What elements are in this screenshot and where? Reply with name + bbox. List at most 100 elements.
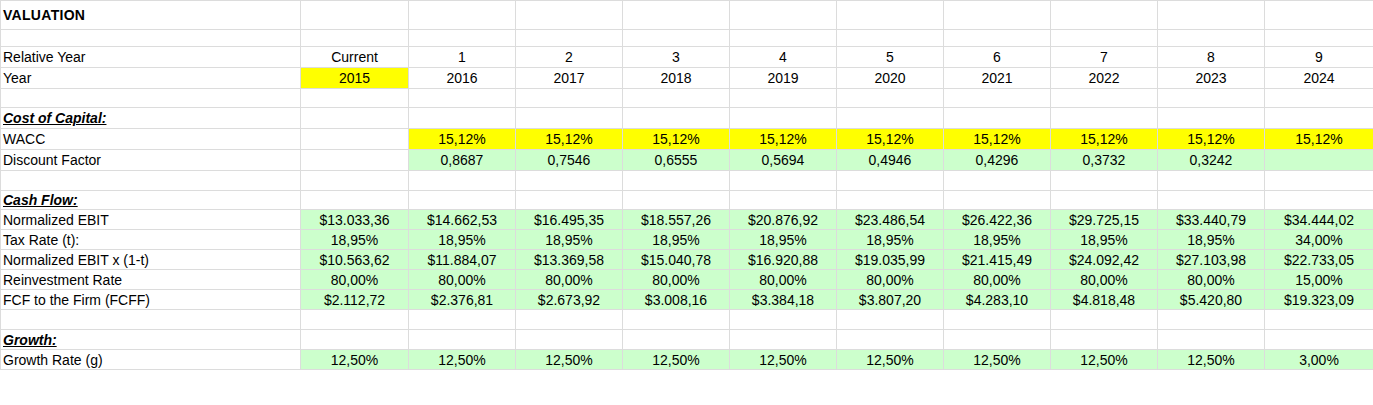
normalized-ebit-after-tax-cell[interactable]: $15.040,78 [623, 250, 730, 270]
normalized-ebit-after-tax-cell[interactable]: $24.092,42 [1051, 250, 1158, 270]
discount-factor-cell[interactable]: 0,6555 [623, 150, 730, 171]
tax-rate-cell[interactable]: 18,95% [623, 230, 730, 250]
row-label-normalized-ebit[interactable]: Normalized EBIT [1, 210, 301, 230]
reinvestment-rate-cell[interactable]: 80,00% [837, 270, 944, 290]
fcff-cell[interactable]: $5.420,80 [1158, 290, 1265, 310]
normalized-ebit-after-tax-cell[interactable]: $22.733,05 [1265, 250, 1373, 270]
reinvestment-rate-cell[interactable]: 80,00% [623, 270, 730, 290]
discount-factor-cell[interactable]: 0,3732 [1051, 150, 1158, 171]
growth-rate-cell[interactable]: 12,50% [409, 350, 516, 370]
tax-rate-cell[interactable]: 18,95% [1051, 230, 1158, 250]
row-label-fcff[interactable]: FCF to the Firm (FCFF) [1, 290, 301, 310]
discount-factor-cell[interactable]: 0,4946 [837, 150, 944, 171]
row-label-relative-year[interactable]: Relative Year [1, 47, 301, 68]
reinvestment-rate-cell[interactable]: 80,00% [516, 270, 623, 290]
fcff-cell[interactable]: $3.008,16 [623, 290, 730, 310]
row-label-tax-rate[interactable]: Tax Rate (t): [1, 230, 301, 250]
growth-rate-cell[interactable]: 12,50% [730, 350, 837, 370]
year-cell[interactable]: 2020 [837, 68, 944, 89]
fcff-cell[interactable]: $4.818,48 [1051, 290, 1158, 310]
row-label-wacc[interactable]: WACC [1, 129, 301, 150]
wacc-cell[interactable]: 15,12% [1158, 129, 1265, 150]
discount-factor-cell[interactable]: 0,4296 [944, 150, 1051, 171]
year-cell[interactable]: 2021 [944, 68, 1051, 89]
wacc-cell[interactable]: 15,12% [623, 129, 730, 150]
row-label-discount-factor[interactable]: Discount Factor [1, 150, 301, 171]
reinvestment-rate-cell[interactable]: 15,00% [1265, 270, 1373, 290]
wacc-cell[interactable]: 15,12% [837, 129, 944, 150]
reinvestment-rate-cell[interactable]: 80,00% [944, 270, 1051, 290]
year-cell[interactable]: 2018 [623, 68, 730, 89]
wacc-cell[interactable]: 15,12% [730, 129, 837, 150]
row-label-year[interactable]: Year [1, 68, 301, 89]
normalized-ebit-after-tax-cell[interactable]: $27.103,98 [1158, 250, 1265, 270]
reinvestment-rate-cell[interactable]: 80,00% [1158, 270, 1265, 290]
discount-factor-cell[interactable]: 0,5694 [730, 150, 837, 171]
year-cell[interactable]: 2022 [1051, 68, 1158, 89]
year-cell[interactable]: 2023 [1158, 68, 1265, 89]
fcff-cell[interactable]: $3.384,18 [730, 290, 837, 310]
wacc-cell[interactable] [301, 129, 409, 150]
normalized-ebit-after-tax-cell[interactable]: $10.563,62 [301, 250, 409, 270]
fcff-cell[interactable]: $19.323,09 [1265, 290, 1373, 310]
fcff-cell[interactable]: $2.673,92 [516, 290, 623, 310]
row-label-normalized-ebit-after-tax[interactable]: Normalized EBIT x (1-t) [1, 250, 301, 270]
tax-rate-cell[interactable]: 18,95% [516, 230, 623, 250]
tax-rate-cell[interactable]: 18,95% [837, 230, 944, 250]
year-cell[interactable]: 2016 [409, 68, 516, 89]
growth-rate-cell[interactable]: 12,50% [516, 350, 623, 370]
relative-year-cell[interactable]: 9 [1265, 47, 1373, 68]
normalized-ebit-cell[interactable]: $29.725,15 [1051, 210, 1158, 230]
row-label-reinvestment-rate[interactable]: Reinvestment Rate [1, 270, 301, 290]
growth-rate-cell[interactable]: 3,00% [1265, 350, 1373, 370]
relative-year-cell[interactable]: 1 [409, 47, 516, 68]
tax-rate-cell[interactable]: 18,95% [730, 230, 837, 250]
normalized-ebit-after-tax-cell[interactable]: $13.369,58 [516, 250, 623, 270]
normalized-ebit-cell[interactable]: $18.557,26 [623, 210, 730, 230]
growth-rate-cell[interactable]: 12,50% [301, 350, 409, 370]
relative-year-cell[interactable]: 7 [1051, 47, 1158, 68]
discount-factor-cell[interactable]: 0,7546 [516, 150, 623, 171]
normalized-ebit-after-tax-cell[interactable]: $11.884,07 [409, 250, 516, 270]
fcff-cell[interactable]: $2.112,72 [301, 290, 409, 310]
normalized-ebit-cell[interactable]: $16.495,35 [516, 210, 623, 230]
discount-factor-cell[interactable] [301, 150, 409, 171]
normalized-ebit-cell[interactable]: $33.440,79 [1158, 210, 1265, 230]
reinvestment-rate-cell[interactable]: 80,00% [1051, 270, 1158, 290]
relative-year-cell[interactable]: 2 [516, 47, 623, 68]
wacc-cell[interactable]: 15,12% [409, 129, 516, 150]
growth-rate-cell[interactable]: 12,50% [837, 350, 944, 370]
growth-rate-cell[interactable]: 12,50% [944, 350, 1051, 370]
normalized-ebit-cell[interactable]: $14.662,53 [409, 210, 516, 230]
normalized-ebit-after-tax-cell[interactable]: $19.035,99 [837, 250, 944, 270]
reinvestment-rate-cell[interactable]: 80,00% [301, 270, 409, 290]
reinvestment-rate-cell[interactable]: 80,00% [730, 270, 837, 290]
reinvestment-rate-cell[interactable]: 80,00% [409, 270, 516, 290]
year-cell[interactable]: 2019 [730, 68, 837, 89]
relative-year-cell[interactable]: 5 [837, 47, 944, 68]
discount-factor-cell[interactable] [1265, 150, 1373, 171]
normalized-ebit-cell[interactable]: $26.422,36 [944, 210, 1051, 230]
relative-year-cell[interactable]: 8 [1158, 47, 1265, 68]
wacc-cell[interactable]: 15,12% [516, 129, 623, 150]
growth-rate-cell[interactable]: 12,50% [1158, 350, 1265, 370]
discount-factor-cell[interactable]: 0,8687 [409, 150, 516, 171]
wacc-cell[interactable]: 15,12% [1051, 129, 1158, 150]
tax-rate-cell[interactable]: 18,95% [301, 230, 409, 250]
wacc-cell[interactable]: 15,12% [944, 129, 1051, 150]
growth-rate-cell[interactable]: 12,50% [1051, 350, 1158, 370]
normalized-ebit-cell[interactable]: $34.444,02 [1265, 210, 1373, 230]
tax-rate-cell[interactable]: 18,95% [944, 230, 1051, 250]
tax-rate-cell[interactable]: 18,95% [1158, 230, 1265, 250]
tax-rate-cell[interactable]: 34,00% [1265, 230, 1373, 250]
discount-factor-cell[interactable]: 0,3242 [1158, 150, 1265, 171]
growth-rate-cell[interactable]: 12,50% [623, 350, 730, 370]
year-cell[interactable]: 2017 [516, 68, 623, 89]
fcff-cell[interactable]: $4.283,10 [944, 290, 1051, 310]
wacc-cell[interactable]: 15,12% [1265, 129, 1373, 150]
normalized-ebit-cell[interactable]: $13.033,36 [301, 210, 409, 230]
normalized-ebit-cell[interactable]: $23.486,54 [837, 210, 944, 230]
fcff-cell[interactable]: $3.807,20 [837, 290, 944, 310]
relative-year-cell[interactable]: 3 [623, 47, 730, 68]
relative-year-cell[interactable]: 4 [730, 47, 837, 68]
